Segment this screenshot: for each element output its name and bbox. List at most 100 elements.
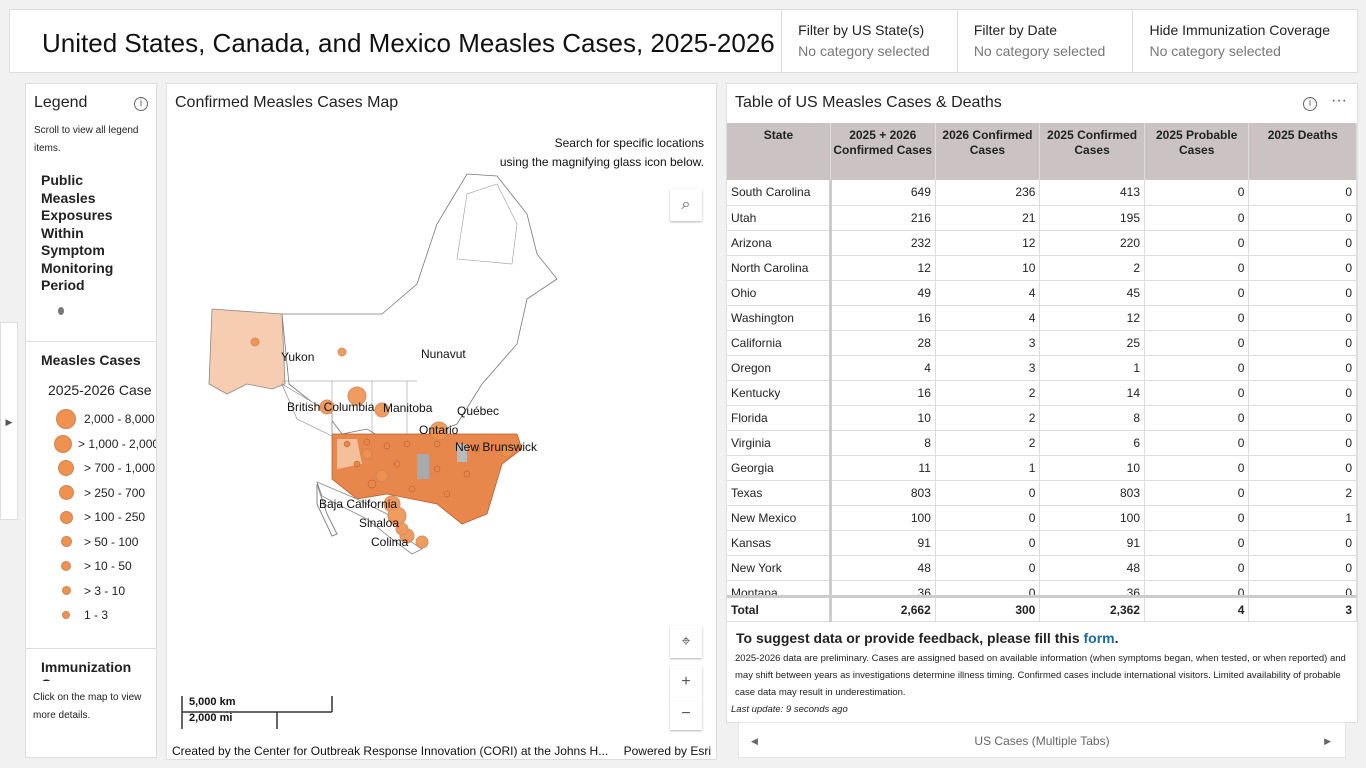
table-cell: 10 (935, 255, 1041, 281)
table-row[interactable]: Florida 10 2 8 0 0 (727, 405, 1357, 431)
sidebar-expand-button[interactable]: ▶ (0, 322, 18, 520)
table-cell: 1 (935, 455, 1041, 481)
table-cell: 49 (830, 280, 936, 306)
table-body-scroll[interactable]: South Carolina 649 236 413 0 0 Utah 216 21 195 0 0 A… (727, 180, 1357, 595)
table-cell: Oregon (727, 355, 833, 381)
zoom-out-button[interactable]: − (670, 698, 702, 730)
table-cell: 0 (1248, 355, 1357, 381)
table-cell: 36 (830, 580, 936, 595)
table-row[interactable]: Arizona 232 12 220 0 0 (727, 230, 1357, 256)
table-row[interactable]: Utah 216 21 195 0 0 (727, 205, 1357, 231)
map-label: British Columbia (287, 400, 375, 414)
table-cell: 0 (1248, 230, 1357, 256)
column-header[interactable]: 2025 Confirmed Cases (1039, 123, 1145, 180)
table-cell: 0 (1144, 255, 1250, 281)
table-cell: 0 (1248, 455, 1357, 481)
table-cell: 0 (1248, 330, 1357, 356)
scale-mi: 2,000 mi (189, 712, 233, 724)
table-row[interactable]: South Carolina 649 236 413 0 0 (727, 180, 1357, 206)
attribution[interactable]: Created by the Center for Outbreak Respo… (172, 744, 609, 758)
table-row[interactable]: Washington 16 4 12 0 0 (727, 305, 1357, 331)
table-cell: 0 (1144, 180, 1250, 206)
table-cell: Virginia (727, 430, 833, 456)
table-cell: 803 (830, 480, 936, 506)
table-cell: 649 (830, 180, 936, 206)
column-header[interactable]: 2026 Confirmed Cases (935, 123, 1041, 180)
filter-date[interactable]: Filter by Date No category selected (956, 10, 1133, 72)
table-row[interactable]: Oregon 4 3 1 0 0 (727, 355, 1357, 381)
filter-value: No category selected (1149, 43, 1281, 59)
prev-tab-button[interactable]: ◀ (751, 736, 758, 746)
page-title: United States, Canada, and Mexico Measle… (42, 28, 775, 58)
table-cell: 0 (1144, 230, 1250, 256)
table-cell: 0 (1144, 555, 1250, 581)
more-options-icon[interactable]: ··· (1331, 92, 1347, 109)
zoom-in-button[interactable]: + (670, 666, 702, 698)
table-cell: 0 (935, 505, 1041, 531)
table-row[interactable]: New Mexico 100 0 100 0 1 (727, 505, 1357, 531)
table-row[interactable]: Georgia 11 1 10 0 0 (727, 455, 1357, 481)
legend-item: > 1,000 - 2,000 (26, 432, 156, 457)
table-cell: North Carolina (727, 255, 833, 281)
next-tab-button[interactable]: ▶ (1324, 736, 1331, 746)
table-cell: 413 (1039, 180, 1145, 206)
table-row[interactable]: North Carolina 12 10 2 0 0 (727, 255, 1357, 281)
table-cell: 100 (830, 505, 936, 531)
tab-navigator: ◀ US Cases (Multiple Tabs) ▶ (738, 722, 1346, 758)
table-cell: 8 (830, 430, 936, 456)
table-row[interactable]: Kansas 91 0 91 0 0 (727, 530, 1357, 556)
column-header[interactable]: State (727, 123, 831, 180)
table-row[interactable]: Virginia 8 2 6 0 0 (727, 430, 1357, 456)
filter-immunization[interactable]: Hide Immunization Coverage No category se… (1132, 10, 1357, 72)
table-cell: New Mexico (727, 505, 833, 531)
legend-item: > 10 - 50 (26, 554, 156, 579)
table-row[interactable]: Ohio 49 4 45 0 0 (727, 280, 1357, 306)
magnifier-icon: ⌕ (681, 196, 691, 213)
table-cell: 12 (830, 255, 936, 281)
table-cell: 0 (935, 480, 1041, 506)
table-cell: Kentucky (727, 380, 833, 406)
column-header[interactable]: 2025 Probable Cases (1144, 123, 1250, 180)
table-cell: 0 (1144, 580, 1250, 595)
info-icon[interactable]: i (1303, 97, 1317, 111)
plus-icon: + (681, 673, 691, 690)
table-cell: 0 (1248, 255, 1357, 281)
table-row[interactable]: California 28 3 25 0 0 (727, 330, 1357, 356)
filter-label: Hide Immunization Coverage (1149, 22, 1330, 38)
column-header[interactable]: 2025 Deaths (1248, 123, 1357, 180)
filter-label: Filter by US State(s) (798, 22, 925, 38)
filter-us-states[interactable]: Filter by US State(s) No category selecte… (781, 10, 957, 72)
table-cell: 0 (1248, 380, 1357, 406)
table-cell: New York (727, 555, 833, 581)
map-title: Confirmed Measles Cases Map (175, 94, 399, 111)
legend-title: Legend (34, 94, 88, 111)
table-cell: 11 (830, 455, 936, 481)
powered-by-esri[interactable]: Powered by Esri (623, 744, 711, 758)
table-cell: 6 (1039, 430, 1145, 456)
column-header[interactable]: 2025 + 2026 Confirmed Cases (830, 123, 936, 180)
info-icon[interactable]: i (134, 97, 148, 111)
map-label: Ontario (419, 423, 459, 437)
map-label: Colima (371, 535, 409, 549)
table-row[interactable]: Montana 36 0 36 0 0 (727, 580, 1357, 595)
search-hint: Search for specific locations (554, 136, 704, 150)
table-cell: 12 (1039, 305, 1145, 331)
legend-section-immunization: Immunization Coverage (41, 658, 132, 681)
table-row[interactable]: Kentucky 16 2 14 0 0 (727, 380, 1357, 406)
locate-button[interactable]: ⌖ (670, 626, 702, 658)
legend-section-cases: Measles Cases (41, 351, 141, 368)
table-cell: 0 (1144, 355, 1250, 381)
scroll-note: Scroll to view all legend items. (34, 125, 139, 154)
total-cell: 4 (1144, 596, 1250, 622)
table-cell: 91 (830, 530, 936, 556)
table-cell: 36 (1039, 580, 1145, 595)
form-link[interactable]: form (1083, 630, 1115, 646)
search-button[interactable]: ⌕ (670, 189, 702, 221)
map-canvas[interactable] (167, 84, 718, 761)
table-row[interactable]: Texas 803 0 803 0 2 (727, 480, 1357, 506)
table-cell: 232 (830, 230, 936, 256)
table-row[interactable]: New York 48 0 48 0 0 (727, 555, 1357, 581)
map-panel[interactable]: Confirmed Measles Cases Map Search for s… (166, 83, 717, 760)
current-tab-label[interactable]: US Cases (Multiple Tabs) (974, 734, 1110, 748)
last-update: Last update: 9 seconds ago (731, 704, 848, 715)
